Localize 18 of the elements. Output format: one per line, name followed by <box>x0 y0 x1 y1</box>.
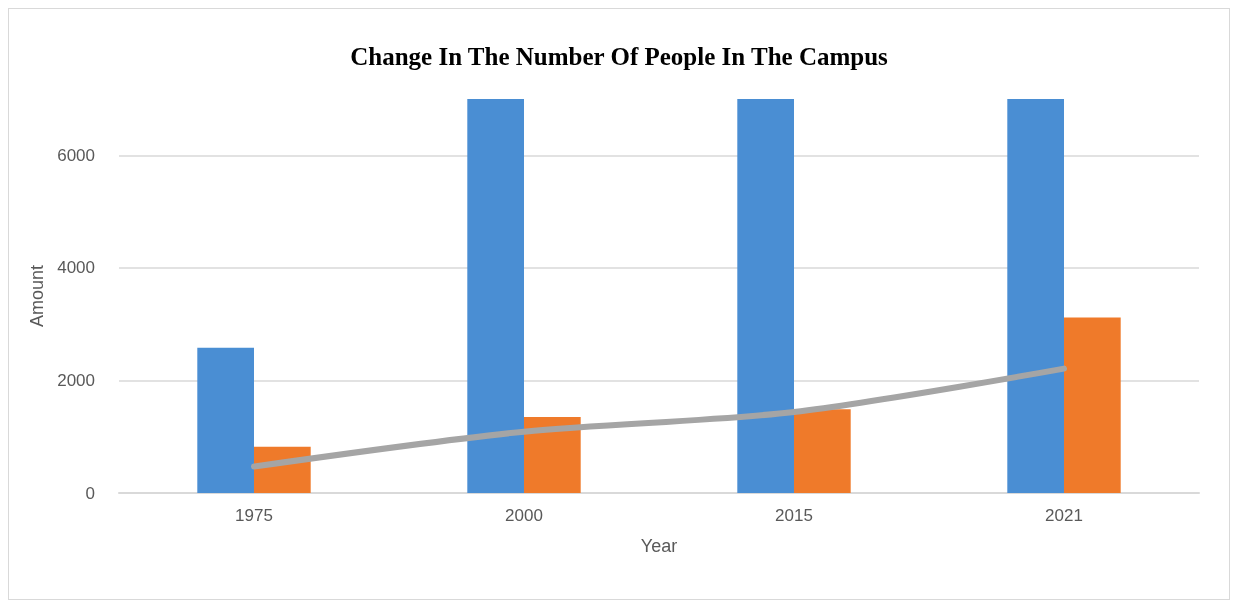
y-tick-label: 0 <box>85 483 95 503</box>
x-tick-label: 2000 <box>505 506 543 525</box>
bar <box>467 99 524 493</box>
x-axis-title: Year <box>640 536 678 556</box>
y-axis-title: Amount <box>27 264 48 328</box>
y-tick-label: 4000 <box>57 258 95 278</box>
x-tick-label: 1975 <box>235 506 273 525</box>
bar <box>1007 99 1064 493</box>
bar <box>737 99 794 493</box>
bar <box>794 409 851 493</box>
y-tick-label: 6000 <box>57 145 95 165</box>
bar <box>197 347 254 493</box>
bar <box>524 417 581 493</box>
chart-title: Change In The Number Of People In The Campus <box>350 43 889 70</box>
y-tick-label: 2000 <box>57 370 95 390</box>
x-tick-label: 2015 <box>775 506 813 525</box>
x-tick-label: 2021 <box>1045 506 1083 525</box>
bar <box>1064 317 1121 493</box>
